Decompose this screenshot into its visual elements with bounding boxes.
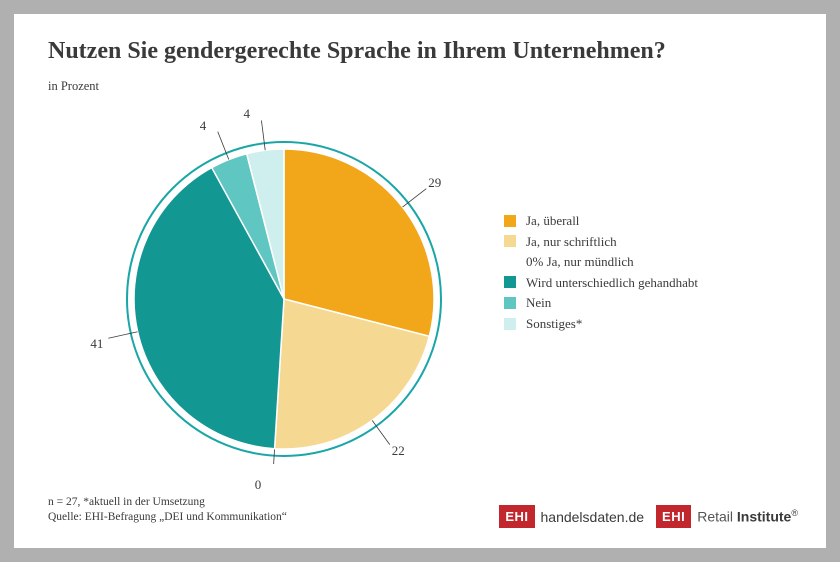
logo-handelsdaten: EHI handelsdaten.de: [499, 505, 644, 528]
slice-value-label: 0: [255, 477, 262, 493]
legend-item: Ja, überall: [504, 212, 698, 230]
legend-swatch: [504, 318, 516, 330]
slice-value-label: 41: [90, 336, 103, 352]
slice-value-label: 4: [200, 118, 207, 134]
ehi-badge: EHI: [499, 505, 534, 528]
legend-item: Wird unterschiedlich gehandhabt: [504, 274, 698, 292]
legend-label: Nein: [526, 294, 551, 312]
leader-line: [261, 120, 265, 150]
legend-item: Nein: [504, 294, 698, 312]
legend-item: Ja, nur schriftlich: [504, 233, 698, 251]
legend-label: Ja, nur schriftlich: [526, 233, 617, 251]
legend-swatch: [504, 215, 516, 227]
pie-chart: 292204144: [74, 104, 494, 464]
legend-label: 0% Ja, nur mündlich: [526, 253, 634, 271]
slice-value-label: 29: [428, 175, 441, 191]
leader-line: [372, 420, 390, 444]
legend-label: Wird unterschiedlich gehandhabt: [526, 274, 698, 292]
leader-line: [108, 332, 137, 339]
slice-value-label: 4: [243, 106, 250, 122]
chart-title: Nutzen Sie gendergerechte Sprache in Ihr…: [48, 38, 792, 65]
footnote-line-2: Quelle: EHI-Befragung „DEI und Kommunika…: [48, 510, 287, 526]
legend: Ja, überall Ja, nur schriftlich 0% Ja, nur…: [504, 209, 698, 335]
logo-retail-institute: EHI Retail Institute®: [656, 505, 798, 528]
slice-value-label: 22: [392, 443, 405, 459]
retail-institute-text: Retail Institute®: [697, 508, 798, 525]
legend-swatch: [504, 297, 516, 309]
legend-swatch: [504, 235, 516, 247]
ehi-badge-2: EHI: [656, 505, 691, 528]
logo-bar: EHI handelsdaten.de EHI Retail Institute…: [499, 505, 798, 528]
frame-border: Nutzen Sie gendergerechte Sprache in Ihr…: [0, 0, 840, 562]
footnote: n = 27, *aktuell in der Umsetzung Quelle…: [48, 495, 287, 526]
legend-item: 0% Ja, nur mündlich: [504, 253, 698, 271]
leader-line: [403, 189, 427, 207]
legend-label: Ja, überall: [526, 212, 579, 230]
pie-svg: [74, 104, 494, 464]
legend-swatch: [504, 276, 516, 288]
chart-card: Nutzen Sie gendergerechte Sprache in Ihr…: [14, 14, 826, 548]
handelsdaten-text: handelsdaten.de: [541, 509, 645, 525]
legend-label: Sonstiges*: [526, 315, 582, 333]
footnote-line-1: n = 27, *aktuell in der Umsetzung: [48, 495, 287, 511]
chart-subtitle: in Prozent: [48, 79, 792, 94]
legend-item: Sonstiges*: [504, 315, 698, 333]
